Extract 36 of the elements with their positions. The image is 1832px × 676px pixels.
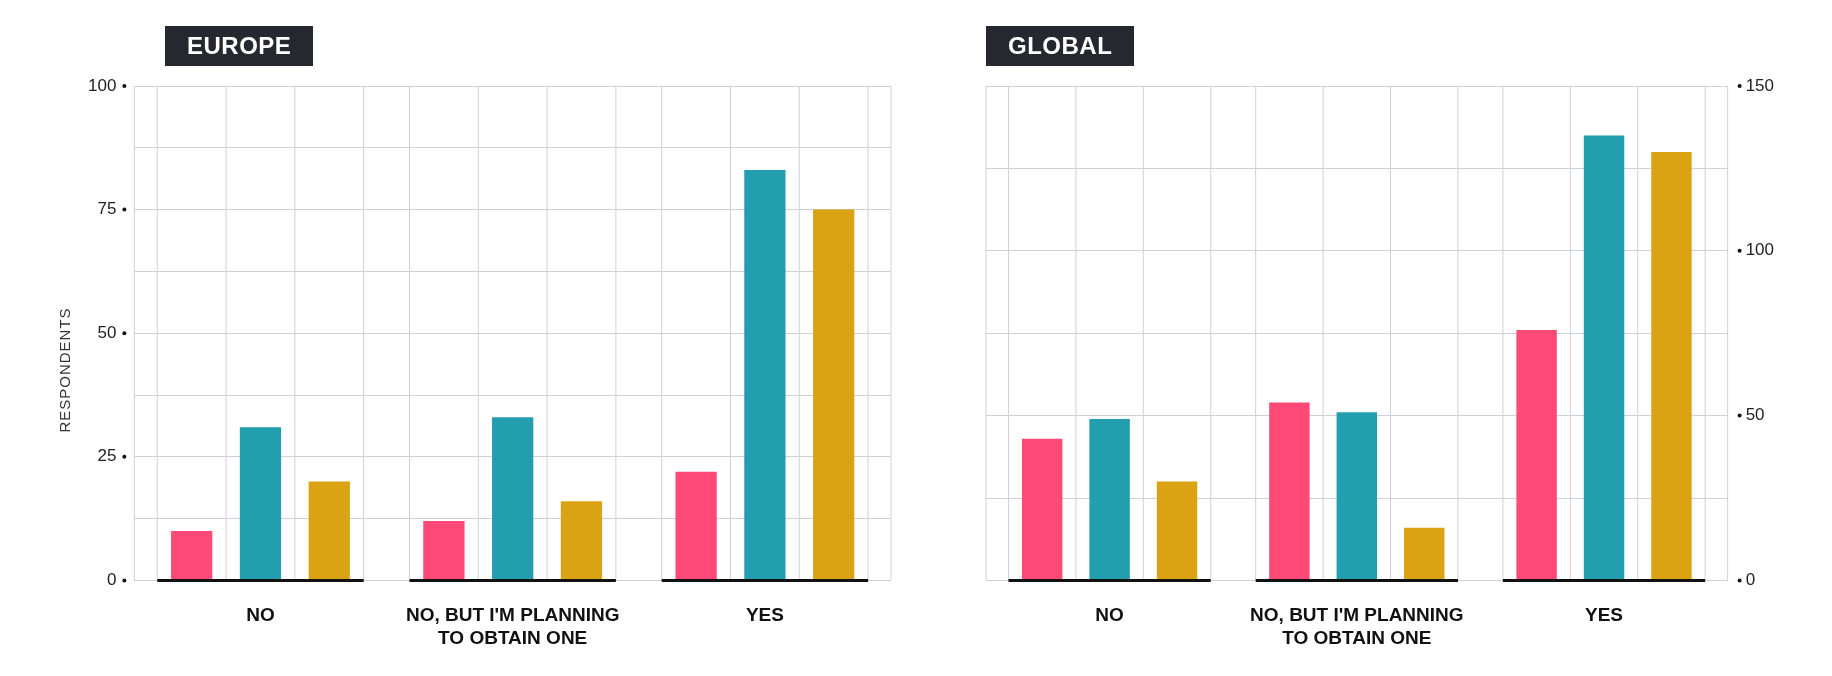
x-tick-label: YES	[1585, 604, 1624, 626]
y-tick-label: 75	[97, 199, 117, 219]
bar	[1583, 135, 1625, 580]
bar	[1516, 329, 1557, 580]
bar	[308, 481, 350, 580]
x-tick-label: NO	[246, 604, 275, 626]
bar	[171, 530, 213, 580]
bar	[492, 417, 534, 580]
bar	[1089, 418, 1130, 580]
chart-title: EUROPE	[165, 26, 314, 66]
y-tick-label: 50	[97, 322, 117, 342]
x-tick-label: NO, BUT I'M PLANNING TO OBTAIN ONE	[405, 604, 620, 648]
chart-title: GLOBAL	[986, 26, 1135, 66]
bar	[1336, 412, 1378, 580]
bar	[744, 170, 786, 580]
bar	[675, 471, 717, 580]
y-tick-label: 0	[106, 570, 117, 590]
x-tick-label: NO, BUT I'M PLANNING TO OBTAIN ONE	[1250, 604, 1464, 648]
bar	[813, 209, 855, 580]
x-tick-label: NO	[1095, 604, 1124, 626]
bar	[560, 501, 603, 580]
y2-tick-label: 150	[1745, 75, 1775, 95]
y-axis-title: RESPONDENTS	[56, 307, 74, 433]
bar	[1404, 527, 1445, 580]
y2-tick-label: 50	[1745, 405, 1765, 425]
y2-tick-label: 100	[1745, 240, 1775, 260]
y-tick-label: 25	[97, 446, 117, 466]
bar	[239, 427, 282, 580]
y-tick-label: 100	[87, 75, 117, 95]
bar	[423, 521, 465, 580]
bar	[1021, 438, 1063, 580]
bar	[1269, 402, 1310, 580]
x-tick-label: YES	[745, 604, 784, 626]
bar	[1651, 151, 1692, 580]
y2-tick-label: 0	[1745, 570, 1756, 590]
bar	[1156, 481, 1198, 580]
